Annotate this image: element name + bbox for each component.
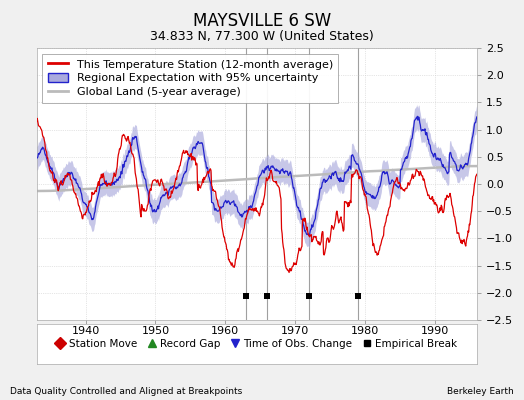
Text: 1960: 1960 bbox=[211, 326, 239, 336]
Text: MAYSVILLE 6 SW: MAYSVILLE 6 SW bbox=[193, 12, 331, 30]
Text: 1990: 1990 bbox=[421, 326, 449, 336]
Text: 1980: 1980 bbox=[351, 326, 379, 336]
Text: Berkeley Earth: Berkeley Earth bbox=[447, 387, 514, 396]
Legend: Station Move, Record Gap, Time of Obs. Change, Empirical Break: Station Move, Record Gap, Time of Obs. C… bbox=[53, 336, 461, 352]
Text: 34.833 N, 77.300 W (United States): 34.833 N, 77.300 W (United States) bbox=[150, 30, 374, 43]
Text: 1970: 1970 bbox=[281, 326, 309, 336]
Legend: This Temperature Station (12-month average), Regional Expectation with 95% uncer: This Temperature Station (12-month avera… bbox=[42, 54, 339, 103]
Text: 1950: 1950 bbox=[141, 326, 170, 336]
Text: Data Quality Controlled and Aligned at Breakpoints: Data Quality Controlled and Aligned at B… bbox=[10, 387, 243, 396]
Text: 1940: 1940 bbox=[71, 326, 100, 336]
